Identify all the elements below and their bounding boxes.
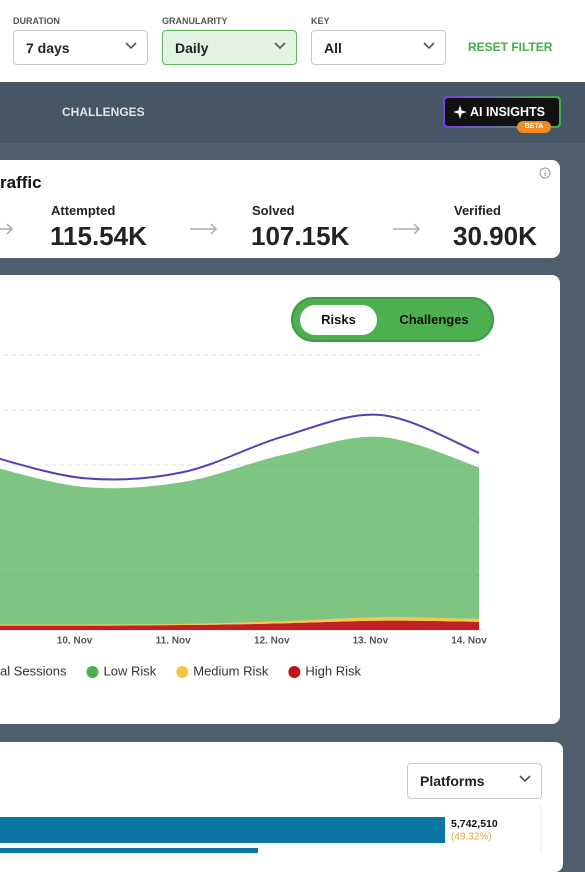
x-tick-label: 13. Nov	[353, 636, 389, 647]
stat-label: Solved	[252, 203, 295, 218]
risk-toggle: Risks Challenges	[291, 297, 494, 342]
chevron	[274, 42, 286, 50]
bar	[0, 817, 446, 843]
sparkle-icon	[453, 105, 467, 119]
x-tick-label: 12. Nov	[254, 636, 290, 647]
risk-area	[0, 617, 479, 626]
chevron	[423, 42, 435, 50]
bar	[0, 848, 259, 853]
ai-insights-button[interactable]: AI INSIGHTS BETA	[443, 96, 561, 133]
toggle-option[interactable]: Risks	[300, 305, 377, 335]
legend-label: High Risk	[305, 663, 361, 678]
platform-select[interactable]: Platforms	[407, 763, 542, 799]
legend-label: Medium Risk	[193, 663, 269, 678]
stat-value: 107.15K	[251, 221, 350, 251]
select-value: Daily	[175, 40, 209, 56]
legend-marker	[86, 666, 99, 678]
x-tick-label: 11. Nov	[156, 636, 191, 647]
granularity-select[interactable]: Daily	[162, 30, 297, 65]
chevron	[125, 42, 137, 50]
filter-label: GRANULARITY	[162, 16, 228, 26]
risk-area	[0, 436, 479, 625]
stat-label: Attempted	[51, 203, 116, 218]
legend-marker	[288, 666, 301, 678]
risk-area	[0, 620, 479, 631]
card-title: raffic	[0, 173, 42, 192]
nav-tab[interactable]: CHALLENGES	[62, 105, 145, 119]
stat-value: 30.90K	[453, 221, 537, 251]
stat-value: 115.54K	[50, 221, 147, 251]
legend-label: Low Risk	[103, 663, 156, 678]
select-value: All	[324, 40, 342, 56]
stat-label: Verified	[454, 203, 501, 218]
nav-bar: CHALLENGES AI INSIGHTS BETA	[0, 82, 585, 143]
arrows	[0, 223, 421, 235]
info-icon[interactable]	[539, 167, 551, 179]
x-tick-label: 14. Nov	[451, 636, 487, 647]
filter-label: KEY	[311, 16, 330, 26]
select-value: Platforms	[420, 773, 485, 789]
select-value: 7 days	[26, 40, 70, 56]
legend-label: al Sessions	[0, 663, 67, 678]
legend-marker	[176, 666, 189, 678]
filter-label: DURATION	[13, 16, 60, 26]
chevron	[519, 775, 531, 783]
filter-bar: DURATION 7 days GRANULARITY Daily KEY Al…	[0, 0, 585, 82]
reset-filter[interactable]: RESET FILTER	[468, 40, 553, 54]
ai-insights-label: AI INSIGHTS	[470, 105, 546, 119]
x-tick-label: 10. Nov	[57, 636, 93, 647]
bar-value-label: 5,742,510	[451, 818, 498, 830]
key-select[interactable]: All	[311, 30, 446, 65]
duration-select[interactable]: 7 days	[13, 30, 148, 65]
total-line	[0, 413, 480, 481]
bar-share-label: (49.32%)	[451, 832, 492, 843]
beta-badge: BETA	[517, 121, 551, 133]
traffic-card: raffic Attempted 115.54K Solved 107.15K …	[0, 160, 560, 258]
toggle-option[interactable]: Challenges	[399, 312, 469, 327]
charts: 10. Nov 11. Nov 12. Nov 13. Nov 14. Nov al Se…	[0, 354, 542, 853]
